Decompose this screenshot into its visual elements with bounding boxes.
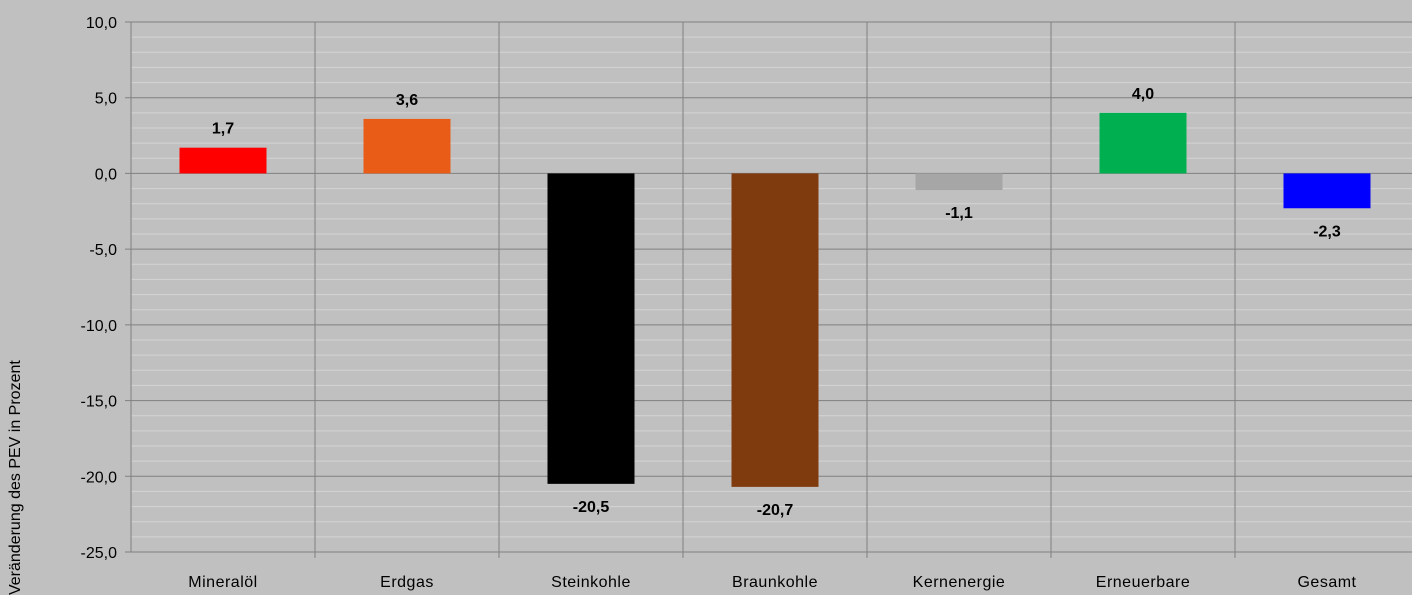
- data-label-3: -20,7: [757, 502, 794, 519]
- bar-3: [731, 173, 819, 487]
- bar-5: [1099, 112, 1187, 174]
- data-label-0: 1,7: [212, 121, 234, 138]
- y-tick-label: 0,0: [95, 166, 117, 183]
- data-labels: 1,7 3,6 -20,5 -20,7 -1,1 4,0 -2,3: [212, 86, 1341, 519]
- bar-6: [1283, 173, 1371, 209]
- data-label-1: 3,6: [396, 92, 418, 109]
- bar-0: [179, 147, 267, 174]
- category-label-3: Braunkohle: [732, 574, 818, 591]
- y-axis-label: Veränderung des PEV in Prozent: [7, 360, 24, 595]
- bar-4: [915, 173, 1003, 191]
- y-tick-label: -20,0: [81, 469, 118, 486]
- category-label-6: Gesamt: [1297, 574, 1356, 591]
- bars: [179, 112, 1371, 487]
- y-tick-label: 10,0: [86, 15, 117, 32]
- y-tick-label: -25,0: [81, 545, 118, 562]
- data-label-5: 4,0: [1132, 86, 1154, 103]
- y-axis-ticks: 10,0 5,0 0,0 -5,0 -10,0 -15,0 -20,0 -25,0: [81, 15, 118, 562]
- category-label-4: Kernenergie: [913, 574, 1006, 591]
- category-label-1: Erdgas: [380, 574, 434, 591]
- bar-1: [363, 118, 451, 174]
- data-label-2: -20,5: [573, 499, 610, 516]
- category-label-0: Mineralöl: [188, 574, 257, 591]
- category-label-5: Erneuerbare: [1096, 574, 1190, 591]
- y-tick-label: 5,0: [95, 91, 117, 108]
- data-label-4: -1,1: [945, 205, 973, 222]
- y-tick-label: -10,0: [81, 318, 118, 335]
- x-axis-categories: Mineralöl Erdgas Steinkohle Braunkohle Kerne…: [188, 574, 1356, 591]
- category-label-2: Steinkohle: [551, 574, 631, 591]
- bar-2: [547, 173, 635, 484]
- y-tick-label: -15,0: [81, 394, 118, 411]
- y-tick-label: -5,0: [89, 242, 117, 259]
- category-gridlines: [130, 22, 1236, 558]
- data-label-6: -2,3: [1313, 223, 1341, 240]
